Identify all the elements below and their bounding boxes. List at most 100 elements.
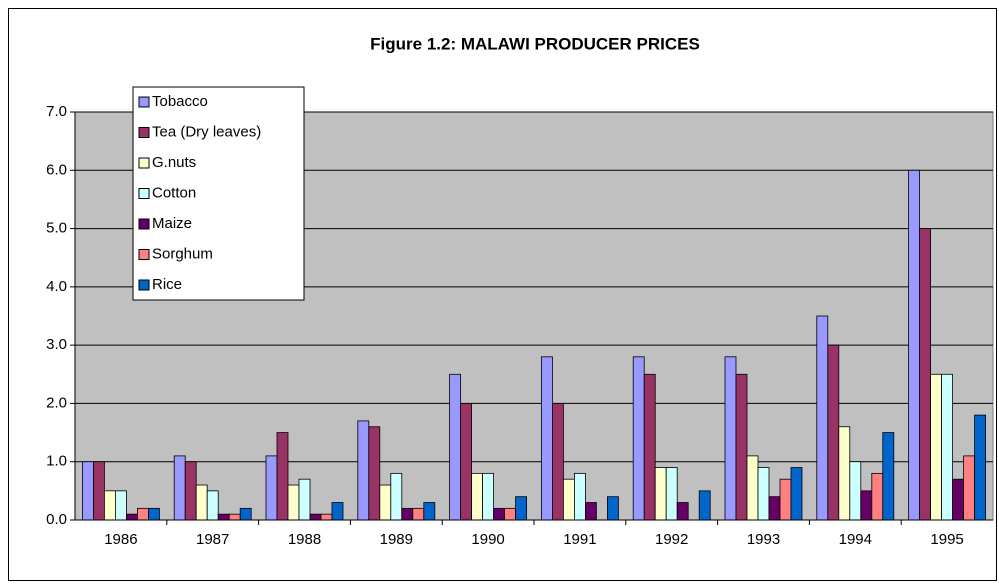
bar — [379, 484, 392, 521]
bar — [331, 502, 344, 521]
bar — [563, 478, 575, 521]
legend-swatch — [138, 157, 150, 169]
bar — [515, 496, 527, 521]
x-tick-label: 1989 — [380, 531, 413, 548]
bar — [482, 472, 495, 521]
bar — [574, 472, 586, 521]
legend-label: Cotton — [152, 184, 196, 201]
bar — [298, 478, 311, 521]
bar — [147, 507, 160, 521]
bar — [779, 478, 792, 521]
bar — [882, 432, 895, 521]
bar — [908, 169, 920, 521]
bar — [276, 432, 289, 521]
bar — [449, 373, 462, 521]
x-tick-label: 1992 — [655, 531, 688, 548]
bar — [952, 478, 964, 521]
y-tick-label: 3.0 — [46, 336, 67, 353]
x-tick-label: 1994 — [839, 531, 872, 548]
bar — [698, 490, 711, 521]
bar — [228, 513, 241, 521]
y-tick-label: 4.0 — [46, 278, 67, 295]
bar — [412, 507, 425, 521]
legend-swatch — [138, 127, 150, 138]
bar — [309, 513, 322, 521]
bar — [471, 472, 484, 521]
bar — [493, 507, 506, 521]
bar — [104, 490, 116, 521]
bar — [632, 356, 645, 521]
bar — [607, 496, 619, 521]
x-tick-label: 1988 — [288, 531, 321, 548]
bar — [585, 502, 597, 521]
x-tick-label: 1993 — [747, 531, 780, 548]
chart-title: Figure 1.2: MALAWI PRODUCER PRICES — [370, 34, 700, 53]
bar — [126, 513, 138, 521]
x-tick-label: 1991 — [563, 531, 596, 548]
bar — [217, 513, 230, 521]
bar — [724, 356, 737, 521]
bar — [746, 455, 759, 521]
legend-label: Tea (Dry leaves) — [152, 123, 261, 140]
legend-label: Sorghum — [152, 245, 213, 262]
bar — [173, 455, 186, 521]
y-tick-label: 5.0 — [46, 220, 67, 237]
bar — [82, 461, 94, 521]
bar — [941, 373, 953, 521]
bar — [93, 461, 105, 521]
bar — [265, 455, 278, 521]
x-tick-label: 1990 — [471, 531, 504, 548]
bar — [552, 403, 564, 521]
bar — [963, 455, 975, 521]
bar — [504, 507, 517, 521]
bar — [390, 472, 403, 521]
bar — [816, 315, 829, 521]
x-tick-label: 1986 — [104, 531, 137, 548]
bar — [541, 356, 553, 521]
bar — [460, 403, 473, 521]
bar — [665, 467, 678, 521]
bar — [860, 490, 873, 521]
legend-swatch — [138, 96, 150, 108]
bar — [790, 467, 803, 521]
legend-swatch — [138, 279, 150, 291]
bar — [239, 507, 252, 521]
bar — [206, 490, 219, 521]
bar — [184, 461, 197, 521]
legend-label: Tobacco — [152, 93, 208, 110]
bar — [849, 461, 862, 521]
bar — [654, 467, 667, 521]
bar — [757, 467, 770, 521]
bar — [357, 420, 370, 521]
y-tick-label: 0.0 — [46, 511, 67, 528]
bar — [871, 472, 884, 521]
bar — [676, 502, 689, 521]
bar — [643, 373, 656, 521]
x-tick-label: 1987 — [196, 531, 229, 548]
bar — [423, 502, 436, 521]
bar — [136, 507, 149, 521]
y-tick-label: 1.0 — [46, 453, 67, 470]
bar — [287, 484, 300, 521]
bar — [930, 373, 942, 521]
bar — [827, 344, 840, 521]
bar — [768, 496, 781, 521]
bar — [919, 228, 931, 521]
bar — [401, 507, 414, 521]
y-tick-label: 2.0 — [46, 394, 67, 411]
bar — [368, 426, 381, 521]
bar — [320, 513, 333, 521]
legend-swatch — [138, 218, 150, 230]
legend-label: G.nuts — [152, 154, 196, 171]
bar — [974, 414, 986, 521]
x-tick-label: 1995 — [930, 531, 963, 548]
bar — [838, 426, 851, 521]
legend-label: Rice — [152, 276, 182, 293]
bar — [735, 373, 748, 521]
legend-label: Maize — [152, 215, 192, 232]
y-tick-label: 6.0 — [46, 161, 67, 178]
legend-swatch — [138, 249, 150, 260]
legend-swatch — [138, 188, 150, 199]
bar — [115, 490, 127, 521]
